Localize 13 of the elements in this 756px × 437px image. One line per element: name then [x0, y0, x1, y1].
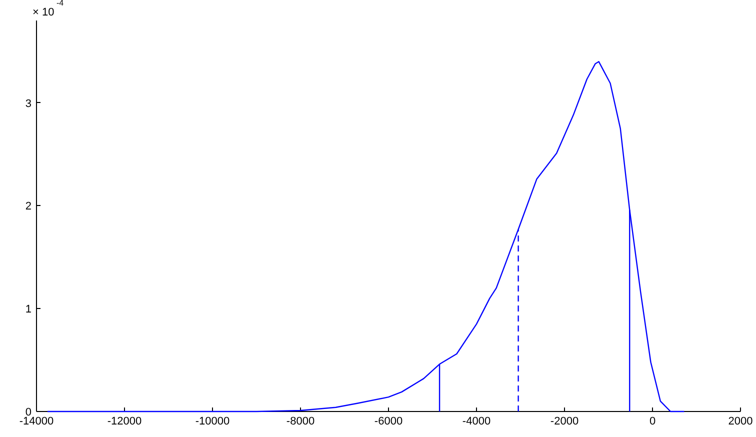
text: × 10-4: [32, 0, 64, 18]
x-tick-label: -12000: [107, 416, 142, 428]
x-tick-label: -4000: [462, 416, 491, 428]
x-tick-label: -14000: [19, 416, 54, 428]
x-tick-label: -10000: [195, 416, 230, 428]
y-tick-label: 1: [25, 304, 32, 316]
x-tick-label: -8000: [286, 416, 315, 428]
y-tick-label: 3: [25, 98, 32, 110]
x-tick-label: 2000: [728, 416, 753, 428]
x-tick-label: -2000: [550, 416, 579, 428]
x-tick-label: 0: [649, 416, 656, 428]
y-tick-label: 2: [25, 200, 32, 213]
x-tick-label: -6000: [374, 416, 403, 428]
